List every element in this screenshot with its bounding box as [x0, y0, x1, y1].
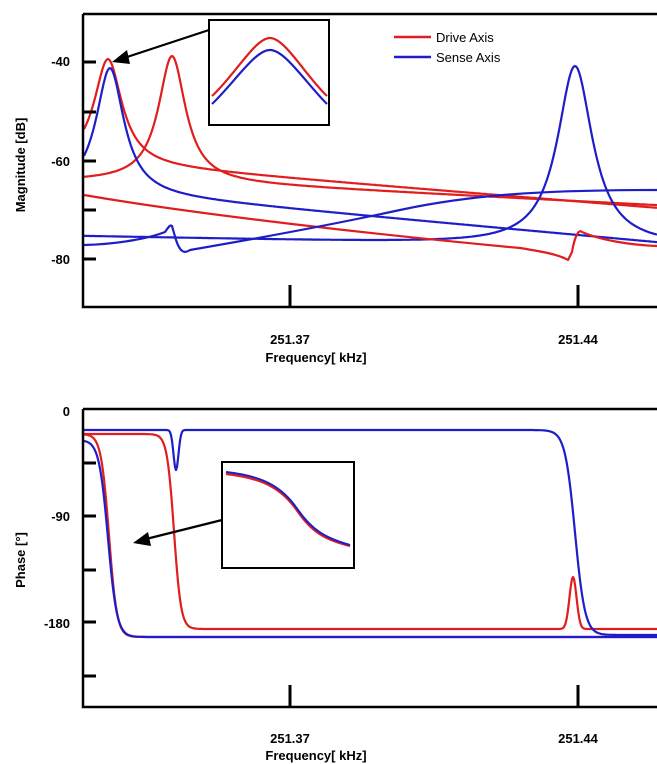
legend-drive-label: Drive Axis: [436, 30, 494, 45]
phase-x-axis-title: Frequency[ kHz]: [265, 748, 366, 763]
magnitude-inset: [208, 19, 330, 126]
magnitude-x-tick-label: 251.37: [270, 332, 310, 347]
magnitude-x-tick-label: 251.44: [558, 332, 599, 347]
inset-sense-curve: [211, 48, 328, 105]
magnitude-zoom-arrow: [112, 28, 210, 64]
phase-x-tick-label: 251.37: [270, 731, 310, 746]
sense-axis-phase-2: [83, 428, 657, 637]
magnitude-y-axis-title: Magnitude [dB]: [13, 118, 28, 213]
drive-axis-antiresonance: [83, 193, 657, 262]
magnitude-curves: [83, 55, 657, 262]
drive-axis-phase-2: [83, 432, 657, 631]
legend: Drive Axis Sense Axis: [394, 30, 501, 65]
magnitude-x-axis-title: Frequency[ kHz]: [265, 350, 366, 365]
magnitude-chart: -40 -60 -80 251.37 251.44 Frequency[ kHz…: [13, 12, 657, 365]
phase-zoom-arrow: [133, 518, 223, 546]
sense-axis-antiresonance: [83, 188, 657, 253]
drive-axis-phase-1: [83, 433, 657, 639]
inset-drive-curve: [211, 36, 328, 97]
phase-x-tick-label: 251.44: [558, 731, 599, 746]
inset-sense-curve: [225, 471, 351, 546]
magnitude-ticks: [83, 60, 580, 307]
drive-axis-resonance-2: [83, 55, 657, 207]
magnitude-y-tick-label: -40: [51, 54, 70, 69]
phase-y-tick-label: -180: [44, 616, 70, 631]
inset-drive-curve: [225, 472, 351, 548]
magnitude-y-tick-label: -80: [51, 252, 70, 267]
sense-axis-phase-1: [83, 439, 657, 639]
drive-axis-resonance-1: [83, 57, 657, 209]
phase-chart: 0 -90 -180 251.37 251.44 Frequency[ kHz]…: [13, 404, 657, 763]
phase-inset: [221, 461, 355, 569]
phase-y-tick-label: -90: [51, 509, 70, 524]
phase-ticks: [83, 461, 580, 707]
phase-curves: [83, 428, 657, 639]
phase-axes-frame: [81, 409, 657, 709]
sense-axis-resonance-2: [83, 65, 657, 242]
legend-sense-label: Sense Axis: [436, 50, 501, 65]
phase-y-axis-title: Phase [°]: [13, 532, 28, 588]
magnitude-y-tick-label: -60: [51, 154, 70, 169]
phase-y-tick-label: 0: [63, 404, 70, 419]
